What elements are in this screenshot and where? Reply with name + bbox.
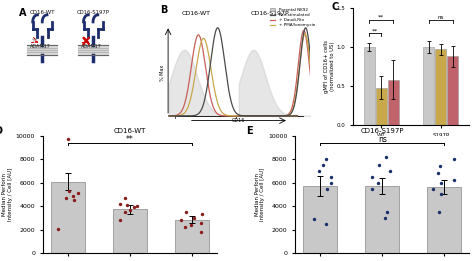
- Point: [382, 216, 389, 220]
- Point: [450, 157, 457, 161]
- Point: [133, 204, 140, 208]
- Point: [327, 175, 335, 179]
- Point: [198, 221, 205, 225]
- Text: ✂: ✂: [32, 37, 39, 44]
- Bar: [51, 182, 85, 253]
- Text: ns: ns: [378, 135, 387, 144]
- Point: [319, 163, 327, 167]
- Text: **: **: [126, 135, 134, 144]
- Point: [63, 196, 70, 200]
- Point: [437, 164, 444, 168]
- Point: [69, 193, 76, 198]
- Point: [123, 203, 131, 207]
- Point: [177, 218, 185, 222]
- Point: [197, 230, 205, 234]
- Point: [375, 163, 383, 167]
- Y-axis label: Median Perforin
Intensity / Cell [AU]: Median Perforin Intensity / Cell [AU]: [255, 168, 265, 221]
- Point: [315, 169, 323, 173]
- Point: [369, 175, 376, 179]
- Text: CD16-S197P: CD16-S197P: [251, 11, 290, 16]
- Point: [383, 210, 391, 214]
- Point: [434, 171, 442, 175]
- Text: CD16-S197P: CD16-S197P: [77, 10, 109, 15]
- Point: [322, 222, 330, 226]
- Point: [187, 223, 194, 227]
- Point: [130, 205, 137, 209]
- Point: [182, 225, 189, 229]
- Point: [121, 210, 128, 214]
- Text: **: **: [372, 28, 379, 33]
- Point: [374, 181, 382, 185]
- Point: [74, 191, 82, 195]
- Text: A: A: [19, 8, 27, 18]
- Bar: [113, 209, 147, 253]
- Y-axis label: gMFI of CD16+ cells
(normalized to US): gMFI of CD16+ cells (normalized to US): [324, 40, 335, 93]
- Text: ADAM17: ADAM17: [30, 44, 51, 49]
- Bar: [175, 220, 209, 253]
- Point: [324, 186, 331, 191]
- Point: [116, 218, 124, 222]
- Bar: [376, 88, 387, 125]
- Point: [435, 210, 443, 214]
- Bar: [364, 47, 375, 125]
- Point: [182, 210, 190, 214]
- Point: [437, 192, 445, 197]
- Point: [64, 137, 72, 141]
- Text: ns: ns: [438, 15, 444, 20]
- Text: CD16-WT: CD16-WT: [29, 10, 55, 15]
- Point: [383, 155, 390, 159]
- Bar: [447, 56, 458, 125]
- Point: [310, 217, 318, 221]
- Text: ✂: ✂: [82, 37, 90, 44]
- Y-axis label: Median Perforin
Intensity / Cell [AU]: Median Perforin Intensity / Cell [AU]: [2, 168, 13, 221]
- Bar: [388, 80, 399, 125]
- Text: CD16-WT: CD16-WT: [182, 11, 210, 16]
- Point: [429, 186, 437, 191]
- Point: [116, 202, 124, 206]
- Point: [386, 169, 394, 173]
- Legend: Parental NK92, Non-stimulated, + Daudi-Rtx, + PMA/Ionomycin: Parental NK92, Non-stimulated, + Daudi-R…: [270, 8, 315, 27]
- Title: CD16-WT: CD16-WT: [114, 128, 146, 134]
- Bar: [303, 186, 337, 253]
- Text: ADAM17: ADAM17: [81, 44, 101, 49]
- Text: **: **: [378, 15, 384, 20]
- Text: D: D: [0, 126, 2, 136]
- Point: [65, 189, 73, 193]
- Bar: [435, 49, 446, 125]
- Text: E: E: [246, 126, 253, 136]
- Bar: [427, 187, 461, 253]
- Text: % Max: % Max: [160, 64, 165, 81]
- Text: B: B: [160, 5, 168, 15]
- Text: C: C: [332, 2, 339, 12]
- Point: [450, 178, 458, 182]
- Point: [368, 186, 375, 191]
- Point: [327, 181, 334, 185]
- Bar: [365, 186, 399, 253]
- Point: [438, 181, 445, 185]
- Point: [55, 226, 62, 231]
- Point: [126, 208, 134, 212]
- Title: CD16-S197P: CD16-S197P: [360, 128, 404, 134]
- Text: CD16: CD16: [232, 118, 246, 123]
- Point: [322, 157, 330, 161]
- Point: [70, 198, 78, 203]
- Point: [121, 196, 129, 200]
- Point: [198, 212, 206, 217]
- Point: [190, 216, 198, 220]
- Bar: [423, 47, 434, 125]
